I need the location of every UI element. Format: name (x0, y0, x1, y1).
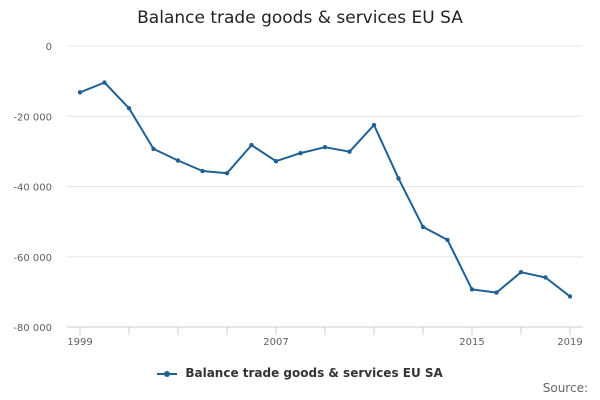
y-tick-label: -60 000 (13, 253, 52, 264)
data-point[interactable] (494, 290, 499, 295)
data-point[interactable] (322, 144, 328, 150)
data-point[interactable] (175, 158, 181, 163)
data-point[interactable] (126, 105, 132, 111)
data-point[interactable] (77, 90, 83, 95)
data-point[interactable] (249, 142, 254, 148)
data-point[interactable] (200, 168, 205, 174)
series-line[interactable] (79, 81, 571, 298)
y-tick-label: -40 000 (13, 183, 52, 194)
gridlines (67, 45, 583, 258)
legend-swatch (157, 370, 178, 377)
data-point[interactable] (543, 275, 548, 280)
data-point[interactable] (567, 294, 573, 299)
y-tick-label: -80 000 (13, 323, 52, 334)
data-point[interactable] (224, 170, 230, 176)
data-point[interactable] (347, 149, 352, 154)
x-tick-label: 2007 (263, 337, 288, 348)
x-axis (67, 326, 583, 335)
y-axis: 0 -20 000 -40 000 -60 000 -80 000 (13, 42, 52, 334)
chart-title: Balance trade goods & services EU SA (137, 8, 463, 28)
data-point[interactable] (420, 224, 426, 230)
data-point[interactable] (102, 80, 107, 85)
x-axis-labels: 1999 2007 2015 2019 (67, 337, 582, 348)
y-tick-label: 0 (46, 42, 52, 53)
data-point[interactable] (396, 176, 401, 181)
series-layer (77, 80, 573, 299)
source-label: Source: (542, 381, 588, 395)
x-tick-label: 2015 (459, 337, 484, 348)
data-point[interactable] (151, 146, 156, 152)
data-point[interactable] (518, 270, 524, 275)
x-tick-label: 1999 (67, 337, 92, 348)
data-point[interactable] (371, 122, 377, 128)
data-point[interactable] (469, 287, 475, 292)
legend-label: Balance trade goods & services EU SA (185, 366, 443, 380)
data-point[interactable] (298, 150, 303, 156)
data-point[interactable] (445, 237, 450, 243)
legend[interactable]: Balance trade goods & services EU SA (0, 366, 600, 380)
data-point[interactable] (273, 159, 279, 164)
y-tick-label: -20 000 (13, 112, 52, 123)
x-tick-label: 2019 (557, 337, 582, 348)
